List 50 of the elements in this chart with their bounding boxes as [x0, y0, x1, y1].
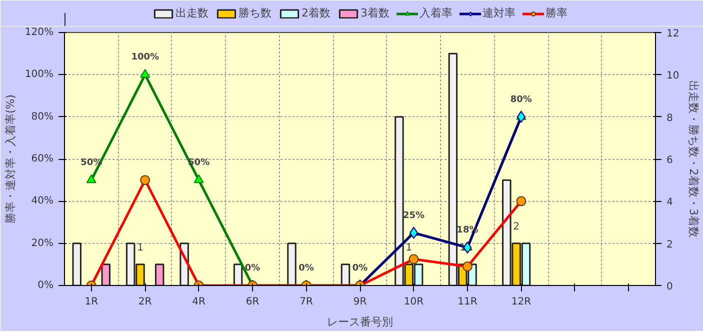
bar [154, 264, 164, 286]
legend-label: 3着数 [360, 6, 390, 20]
bar [340, 264, 350, 286]
x-tick-label: 10R [404, 296, 424, 308]
data-label: 1 [137, 242, 144, 254]
x-tick-label: 2R [138, 296, 152, 308]
data-label: 0% [298, 264, 314, 274]
y-tick-label: 40% [31, 196, 54, 207]
x-tick-label: 9R [353, 296, 367, 308]
x-axis-title: レース番号別 [327, 316, 393, 328]
point [86, 174, 96, 184]
bar [72, 242, 82, 286]
bar [233, 264, 243, 286]
y2-tick-label: 4 [666, 197, 673, 208]
data-label: 100% [131, 52, 159, 63]
bar [287, 242, 296, 286]
y-tick-label: 120% [24, 27, 54, 38]
legend-label: 出走数 [176, 6, 208, 20]
data-label: 80% [510, 94, 532, 105]
y-tick-label: 80% [31, 111, 54, 122]
y2-tick-label: 0 [666, 282, 673, 292]
y2-tick-label: 8 [666, 112, 673, 124]
legend-label: 連対率 [482, 6, 516, 20]
x-tick-label: 1R [84, 296, 98, 308]
bar [101, 264, 110, 286]
y-tick-label: 20% [31, 238, 54, 249]
legend-label: 2着数 [302, 6, 330, 20]
x-tick-label: 6R [246, 296, 260, 308]
data-label: 0% [352, 264, 368, 274]
legend-label: 入着率 [420, 6, 452, 20]
x-tick-label: 12R [511, 296, 532, 308]
y2-tick-label: 10 [666, 70, 680, 82]
y-tick-label: 0% [38, 280, 54, 291]
y2-axis-title: 出走数・勝ち数・2着数・3着数 [687, 80, 700, 238]
data-label: 1 [406, 242, 412, 254]
x-tick-label: 7R [300, 296, 313, 308]
y2-tick-label: 6 [666, 155, 673, 166]
data-label: 0% [244, 264, 260, 274]
y2-tick-label: 12 [666, 28, 680, 40]
data-label: 1 [459, 242, 466, 254]
y-tick-label: 100% [24, 69, 54, 80]
y-axis-title: 勝率・連対率・入着率(%) [4, 94, 17, 224]
x-tick-label: 4R [192, 296, 206, 308]
legend-label: 勝率 [546, 6, 568, 20]
point [194, 174, 204, 184]
x-tick-label: 11R [458, 296, 478, 308]
y2-tick-label: 2 [666, 239, 673, 250]
y-tick-label: 60% [31, 154, 54, 164]
data-label: 2 [513, 221, 520, 232]
legend-label: 勝ち数 [238, 6, 272, 20]
